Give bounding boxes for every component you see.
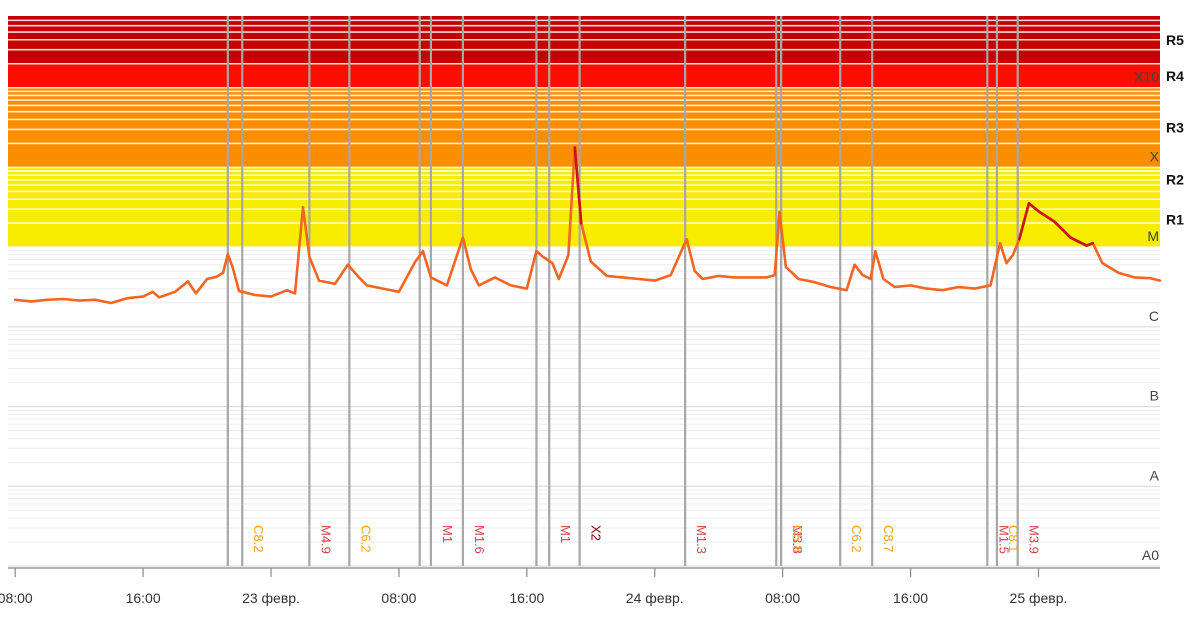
x-axis: 08:00 16:00 23 февр. 08:00 16:00 24 февр. 08:0…	[0, 567, 1160, 606]
x-tick-label: 16:00	[893, 590, 928, 606]
flux-line-flare-segment	[1017, 202, 1095, 247]
x-tick-label: 08:00	[381, 590, 416, 606]
x-tick-label: 23 февр.	[242, 590, 300, 606]
x-tick-label: 16:00	[126, 590, 161, 606]
r-label-r4: R4	[1166, 68, 1184, 84]
r-scale-labels: R1 R2 R3 R4 R5	[1166, 32, 1184, 227]
y-class-label: M	[1147, 228, 1159, 244]
flare-label: M1.6	[472, 525, 487, 554]
flux-series	[13, 146, 1162, 305]
x-tick-label: 24 февр.	[626, 590, 684, 606]
x-tick-label: 25 февр.	[1010, 590, 1068, 606]
x-tick-label: 08:00	[765, 590, 800, 606]
r-label-r2: R2	[1166, 171, 1184, 187]
flare-labels: C8.2 M4.9 C6.2 M1 M1.6 M1 X2 M1.3 M3.8C5.8 C6.2 C8…	[251, 525, 1041, 554]
flare-label: C5.8	[790, 525, 805, 552]
y-class-label: X10	[1134, 69, 1159, 85]
flare-label: M4.9	[318, 525, 333, 554]
flare-label: M1.5	[996, 525, 1011, 554]
y-class-label: B	[1150, 388, 1159, 404]
flare-label: X2	[589, 525, 604, 541]
y-class-label: A	[1150, 467, 1160, 483]
flare-label: M1.3	[694, 525, 709, 554]
r-label-r5: R5	[1166, 32, 1184, 48]
flare-label: C8.1	[1006, 525, 1021, 552]
y-class-label: X	[1150, 148, 1160, 164]
flare-label: M3.8	[790, 525, 805, 554]
flare-label: M1	[558, 525, 573, 543]
flare-label: M3.9	[1027, 525, 1042, 554]
flare-label: M1	[440, 525, 455, 543]
y-class-label: A0	[1142, 547, 1159, 563]
flare-label: C6.2	[849, 525, 864, 552]
x-tick-label: 08:00	[0, 590, 33, 606]
flux-line-flare-segment	[573, 146, 583, 225]
flare-label: C6.2	[358, 525, 373, 552]
grid-lines	[8, 19, 1160, 567]
y-class-labels: A0 A B C M X X10	[1134, 69, 1160, 563]
y-class-label: C	[1149, 308, 1159, 324]
x-tick-label: 16:00	[509, 590, 544, 606]
band-r3	[8, 87, 1160, 168]
r-label-r1: R1	[1166, 211, 1184, 227]
flare-marker-lines	[226, 16, 1019, 566]
r-label-r3: R3	[1166, 120, 1184, 136]
flare-label: C8.2	[251, 525, 266, 552]
flare-label: C8.7	[881, 525, 896, 552]
